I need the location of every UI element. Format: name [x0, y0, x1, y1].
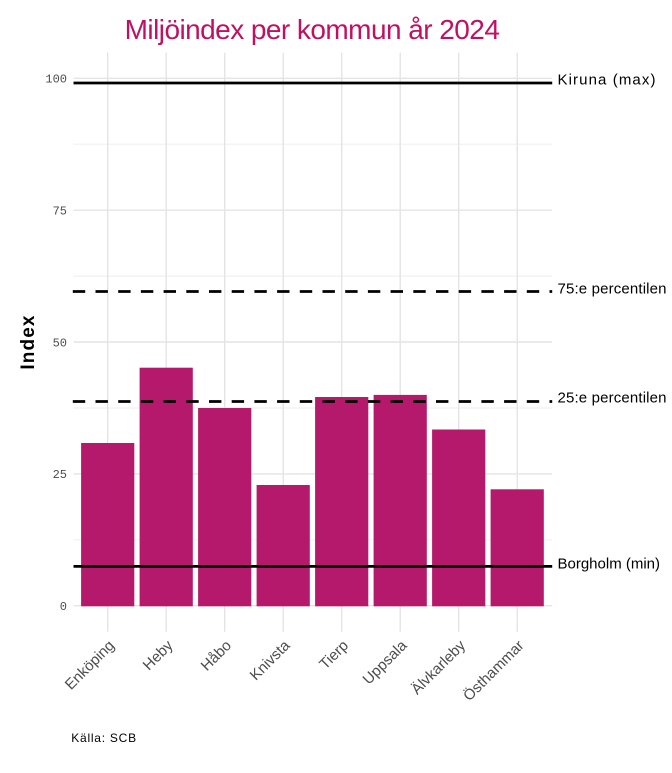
svg-text:Index: Index [18, 314, 39, 369]
svg-text:Miljöindex per kommun år 2024: Miljöindex per kommun år 2024 [125, 14, 500, 45]
svg-text:Borgholm (min): Borgholm (min) [558, 555, 661, 572]
svg-text:25:e percentilen: 25:e percentilen [558, 389, 667, 406]
svg-text:75:e percentilen: 75:e percentilen [558, 281, 667, 298]
svg-text:100: 100 [45, 73, 67, 87]
svg-text:75: 75 [53, 205, 67, 219]
svg-text:0: 0 [60, 600, 67, 614]
svg-text:25: 25 [53, 468, 67, 482]
svg-text:Källa: SCB: Källa: SCB [71, 731, 137, 745]
svg-text:Kiruna (max): Kiruna (max) [558, 72, 657, 89]
svg-text:50: 50 [53, 336, 67, 350]
